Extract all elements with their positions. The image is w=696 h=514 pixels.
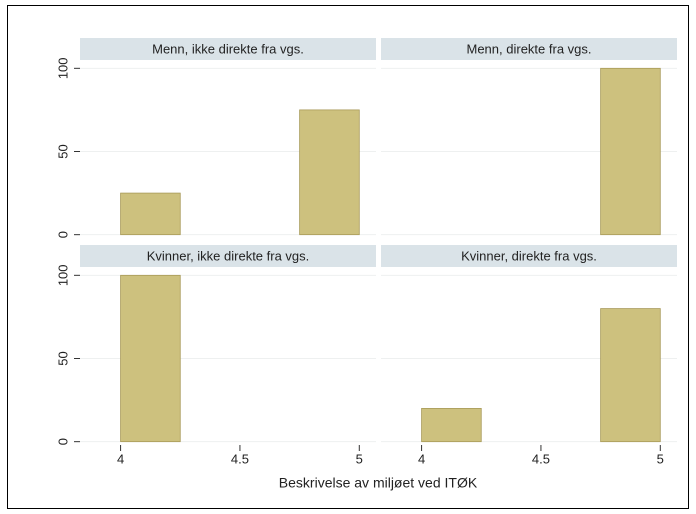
y-tick-label: 100 (55, 57, 70, 79)
bar (421, 408, 482, 443)
panel-title: Menn, ikke direkte fra vgs. (152, 41, 304, 56)
panel-title-strip (80, 38, 376, 60)
x-tick-label: 4 (418, 451, 425, 466)
bar (600, 308, 661, 443)
x-tick-label: 4.5 (532, 451, 550, 466)
panel-title: Menn, direkte fra vgs. (467, 41, 592, 56)
panel-title-strip (381, 245, 677, 267)
x-tick-label: 4.5 (231, 451, 249, 466)
bar (120, 192, 181, 236)
panel-title: Kvinner, direkte fra vgs. (461, 248, 597, 263)
y-tick-label: 50 (55, 351, 70, 365)
y-tick-label: 50 (55, 144, 70, 158)
y-tick-label: 0 (55, 231, 70, 238)
y-tick-label: 100 (55, 264, 70, 286)
x-tick-label: 5 (657, 451, 664, 466)
panel-title-strip (381, 38, 677, 60)
x-axis-title: Beskrivelse av miljøet ved ITØK (279, 475, 478, 491)
x-tick-label: 4 (117, 451, 124, 466)
panel-title-strip (80, 245, 376, 267)
x-tick-label: 5 (356, 451, 363, 466)
panel-title: Kvinner, ikke direkte fra vgs. (147, 248, 310, 263)
bar (299, 109, 360, 236)
y-tick-label: 0 (55, 438, 70, 445)
bar (600, 67, 661, 236)
bar (120, 274, 181, 443)
